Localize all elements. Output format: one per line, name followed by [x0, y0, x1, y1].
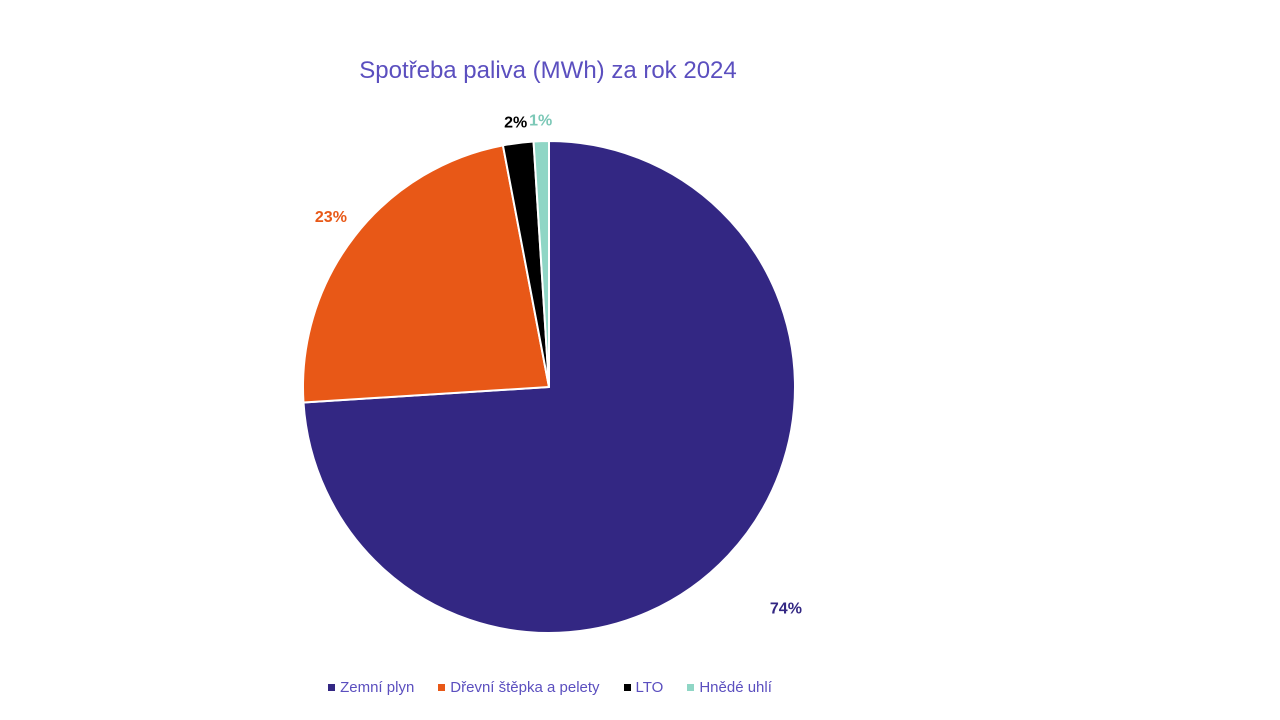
- legend-item: Zemní plyn: [328, 679, 414, 696]
- legend-item: Hnědé uhlí: [687, 679, 772, 696]
- legend: Zemní plyn Dřevní štěpka a pelety LTO Hnědé…: [0, 679, 1100, 696]
- legend-label: Zemní plyn: [340, 679, 415, 696]
- pie-slice: [532, 140, 550, 388]
- legend-item: LTO: [623, 679, 664, 696]
- pie-slice: [302, 144, 550, 404]
- legend-swatch: [438, 684, 446, 691]
- legend-label: Dřevní štěpka a pelety: [450, 679, 600, 696]
- data-label: 74%: [770, 601, 802, 618]
- data-label: 23%: [315, 209, 347, 226]
- data-label: 1%: [529, 112, 552, 129]
- legend-item: Dřevní štěpka a pelety: [438, 679, 600, 696]
- data-label: 2%: [504, 114, 527, 131]
- legend-swatch: [623, 684, 631, 691]
- legend-swatch: [687, 684, 695, 691]
- legend-label: LTO: [635, 679, 664, 696]
- chart-title: Spotřeba paliva (MWh) za rok 2024: [359, 57, 737, 84]
- legend-label: Hnědé uhlí: [699, 679, 772, 696]
- legend-swatch: [328, 684, 336, 691]
